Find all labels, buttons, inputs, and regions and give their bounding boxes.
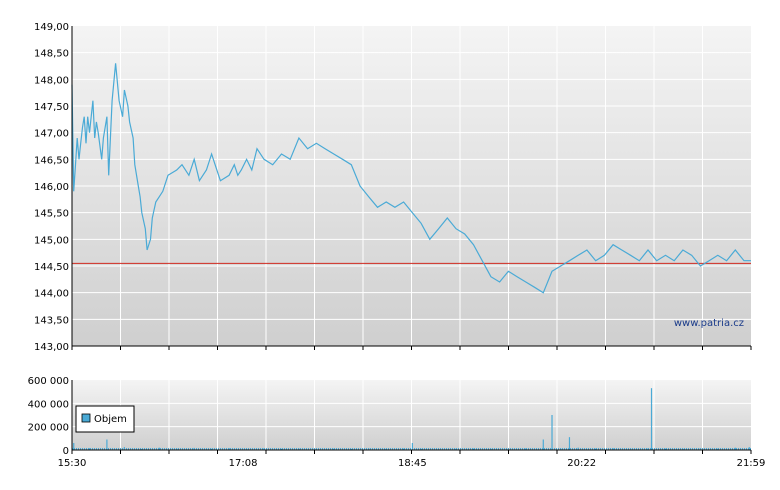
price-y-tick-label: 143,00 xyxy=(34,342,69,353)
volume-x-tick-label: 18:45 xyxy=(398,458,427,469)
price-y-tick-label: 143,50 xyxy=(34,315,69,326)
price-y-tick-label: 149,00 xyxy=(34,22,69,33)
price-y-tick-label: 144,00 xyxy=(34,289,69,300)
price-y-axis: 149,00 148,50 148,00 147,50 147,00 146,50 146,… xyxy=(34,22,69,353)
price-y-tick-label: 145,50 xyxy=(34,209,69,220)
volume-x-tick-label: 20:22 xyxy=(567,458,596,469)
volume-panel: 600 000 400 000 200 000 0 15:30 17:08 18:45 20… xyxy=(28,376,766,469)
price-y-tick-label: 147,00 xyxy=(34,129,69,140)
legend: Objem xyxy=(75,405,135,433)
volume-y-tick-label: 600 000 xyxy=(28,376,69,387)
volume-y-tick-label: 0 xyxy=(63,446,69,457)
price-y-tick-label: 148,50 xyxy=(34,49,69,60)
volume-y-tick-label: 200 000 xyxy=(28,423,69,434)
volume-x-axis: 15:30 17:08 18:45 20:22 21:59 xyxy=(58,450,766,469)
volume-x-tick-label: 21:59 xyxy=(737,458,766,469)
price-y-tick-label: 148,00 xyxy=(34,75,69,86)
volume-grid xyxy=(72,380,751,450)
watermark: www.patria.cz xyxy=(674,318,744,329)
volume-x-tick-label: 15:30 xyxy=(58,458,87,469)
legend-label: Objem xyxy=(94,414,127,425)
volume-y-axis: 600 000 400 000 200 000 0 xyxy=(28,376,69,457)
price-series-line xyxy=(71,63,751,294)
price-y-tick-label: 146,00 xyxy=(34,182,69,193)
legend-swatch xyxy=(81,413,91,423)
price-y-tick-label: 144,50 xyxy=(34,262,69,273)
price-x-ticks xyxy=(71,346,752,350)
price-y-tick-label: 146,50 xyxy=(34,155,69,166)
volume-y-tick-label: 400 000 xyxy=(28,399,69,410)
price-y-tick-label: 147,50 xyxy=(34,102,69,113)
price-y-tick-label: 145,00 xyxy=(34,235,69,246)
volume-x-tick-label: 17:08 xyxy=(229,458,258,469)
price-panel: 149,00 148,50 148,00 147,50 147,00 146,50 146,… xyxy=(34,22,752,353)
price-grid xyxy=(72,26,751,346)
